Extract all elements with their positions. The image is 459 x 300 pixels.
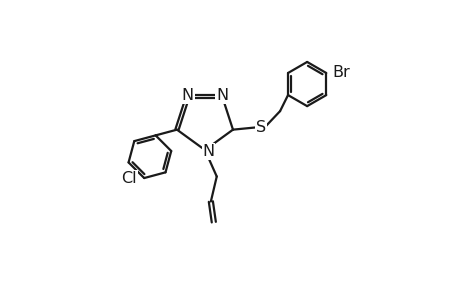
Text: Cl: Cl	[121, 171, 136, 186]
Text: Br: Br	[331, 65, 349, 80]
Text: S: S	[255, 120, 265, 135]
Text: N: N	[202, 144, 214, 159]
Text: N: N	[216, 88, 228, 103]
Text: N: N	[181, 88, 193, 103]
